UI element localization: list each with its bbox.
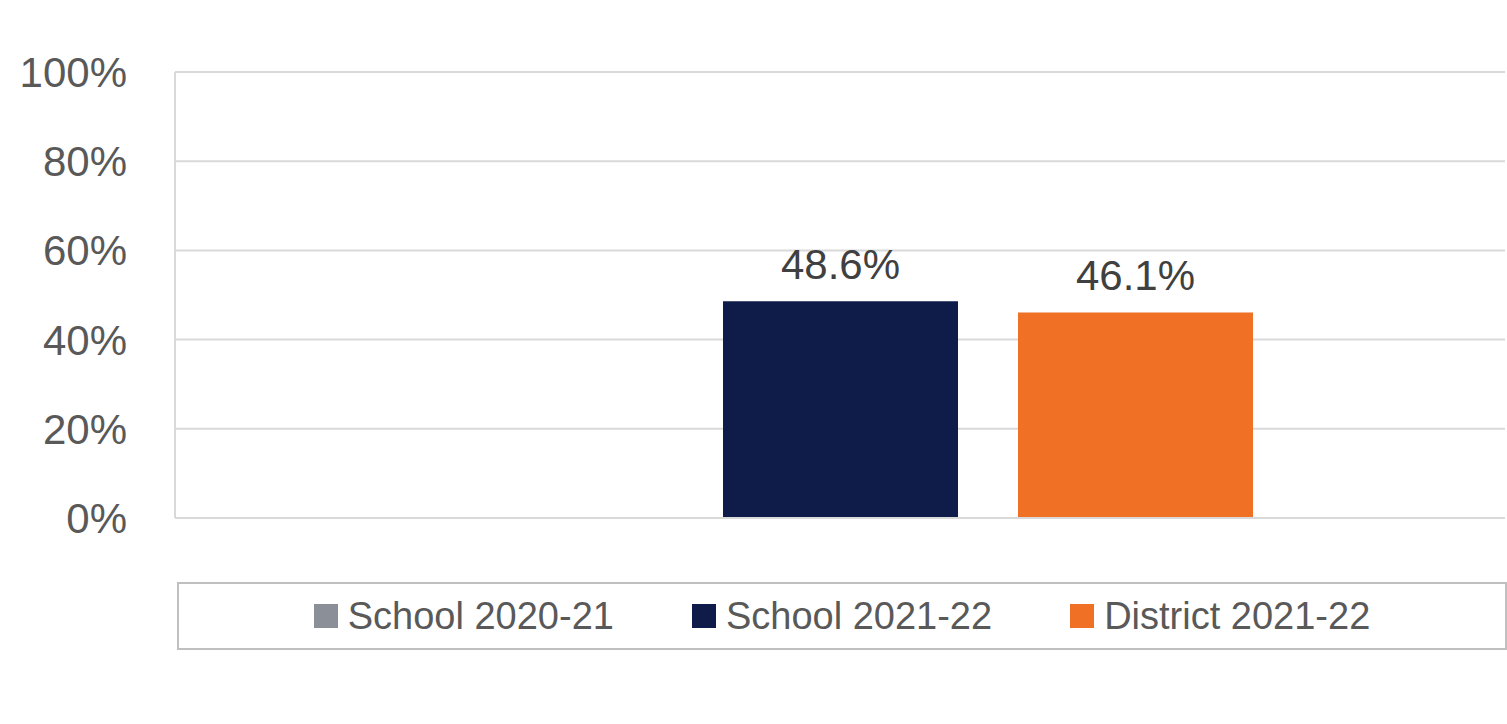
html-text:District 2021-22: District 2021-22	[1104, 594, 1371, 637]
svg-text:40%: 40%	[43, 317, 127, 364]
svg-text:60%: 60%	[43, 227, 127, 274]
html-text:School 2020-21: School 2020-21	[347, 594, 614, 637]
svg-text:48.6%: 48.6%	[781, 241, 900, 288]
svg-text:80%: 80%	[43, 138, 127, 185]
svg-text:0%: 0%	[66, 495, 127, 542]
html-text:School 2021-22: School 2021-22	[725, 594, 993, 637]
svg-text:100%: 100%	[20, 49, 127, 96]
svg-text:20%: 20%	[43, 406, 127, 453]
svg-text:46.1%: 46.1%	[1076, 252, 1195, 299]
